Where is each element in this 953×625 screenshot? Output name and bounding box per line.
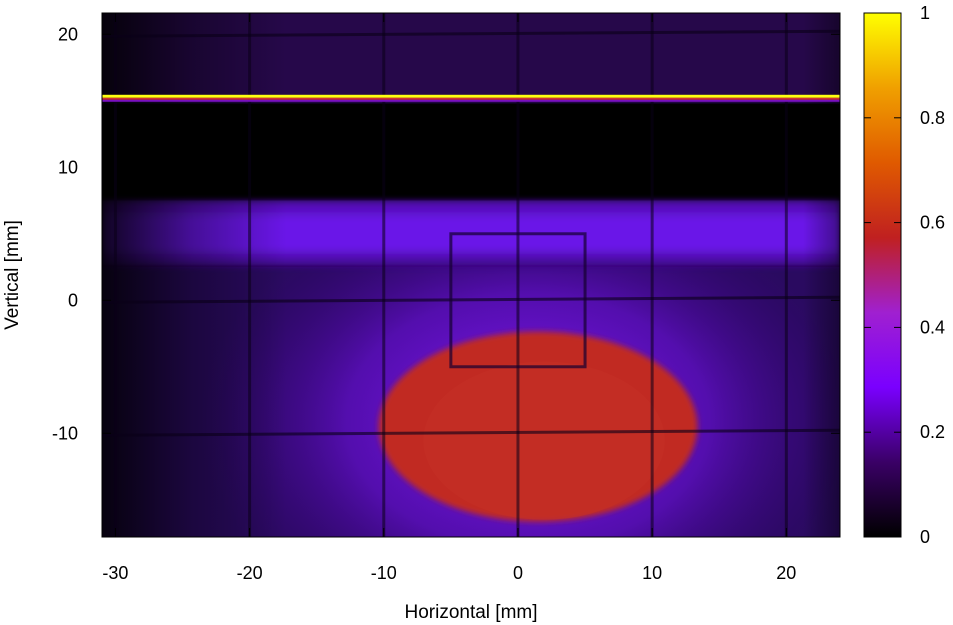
bright-line xyxy=(102,94,840,98)
y-tick-label: -10 xyxy=(52,423,78,443)
shadow-line-horizontal xyxy=(102,29,840,38)
colorbar: 0 0.2 0.4 0.6 0.8 1 xyxy=(863,3,945,547)
x-axis: -30 -20 -10 0 10 20 xyxy=(102,13,796,583)
y-tick-label: 0 xyxy=(68,290,78,310)
square-outline xyxy=(449,232,587,369)
x-axis-title: Horizontal [mm] xyxy=(404,602,537,623)
y-axis: -10 0 10 20 xyxy=(52,24,840,443)
bright-line-fringe xyxy=(102,99,840,102)
shadow-line-horizontal xyxy=(102,295,840,304)
plot-frame xyxy=(101,12,841,538)
y-tick-label: 20 xyxy=(58,24,78,44)
y-tick-label: 10 xyxy=(58,157,78,177)
x-tick-label: -10 xyxy=(371,563,397,583)
bright-line-edge xyxy=(102,97,840,100)
colorbar-tick-label: 0.8 xyxy=(920,108,945,128)
edge-vignette xyxy=(102,13,840,537)
colorbar-tick-label: 0 xyxy=(920,527,930,547)
x-tick-label: 0 xyxy=(513,563,523,583)
colorbar-frame xyxy=(863,12,902,538)
x-tick-label: 10 xyxy=(642,563,662,583)
colorbar-tick-label: 1 xyxy=(920,3,930,23)
colorbar-tick-label: 0.2 xyxy=(920,422,945,442)
y-axis-title: Vertical [mm] xyxy=(2,220,23,330)
shadow-line-horizontal xyxy=(102,428,840,437)
x-tick-label: -30 xyxy=(102,563,128,583)
x-tick-label: 20 xyxy=(776,563,796,583)
colorbar-tick-label: 0.4 xyxy=(920,317,945,337)
colorbar-gradient xyxy=(864,13,901,537)
colorbar-tick-label: 0.6 xyxy=(920,213,945,233)
x-tick-label: -20 xyxy=(237,563,263,583)
plot-area xyxy=(102,13,840,537)
